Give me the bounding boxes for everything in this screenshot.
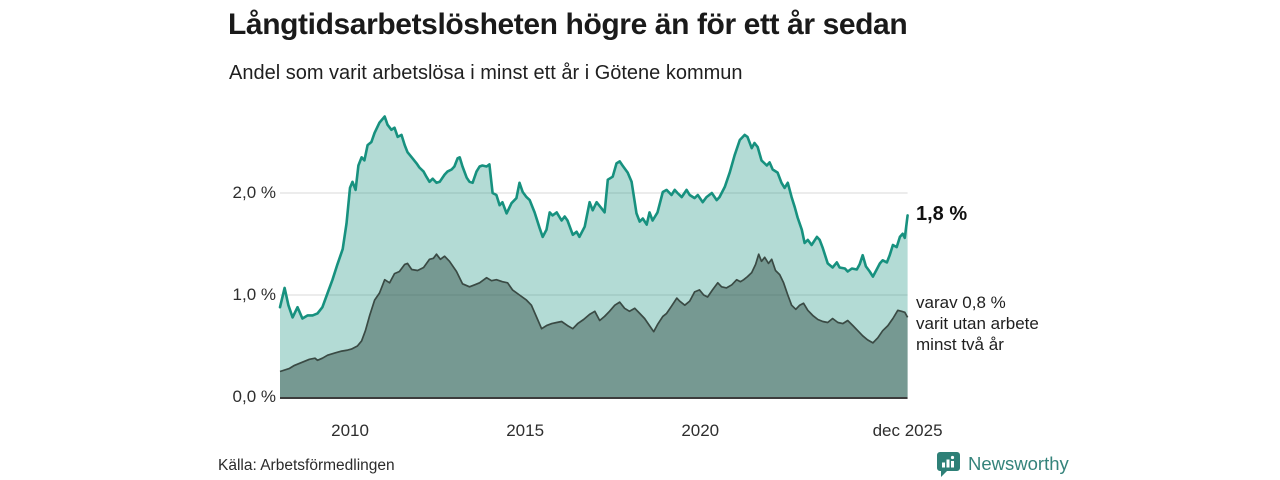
source-note: Källa: Arbetsförmedlingen bbox=[218, 457, 395, 474]
chart-title: Långtidsarbetslösheten högre än för ett … bbox=[228, 8, 908, 41]
plot-svg bbox=[278, 115, 909, 399]
newsworthy-logo[interactable]: Newsworthy bbox=[936, 451, 1069, 477]
x-axis-label: 2015 bbox=[506, 421, 545, 440]
newsworthy-bubble-chart-icon bbox=[936, 451, 961, 477]
chart-subtitle: Andel som varit arbetslösa i minst ett å… bbox=[229, 62, 743, 84]
x-axis-label: 2020 bbox=[681, 421, 720, 440]
y-axis-label: 0,0 % bbox=[232, 387, 276, 406]
x-axis-label: dec 2025 bbox=[872, 421, 943, 440]
x-axis-label: 2010 bbox=[331, 421, 369, 440]
end-label-two-year: varav 0,8 % varit utan arbete minst två … bbox=[916, 293, 1039, 354]
y-axis-label: 2,0 % bbox=[232, 183, 276, 202]
newsworthy-wordmark: Newsworthy bbox=[968, 453, 1069, 474]
y-axis-label: 1,0 % bbox=[232, 285, 276, 304]
end-label-total: 1,8 % bbox=[916, 203, 968, 225]
